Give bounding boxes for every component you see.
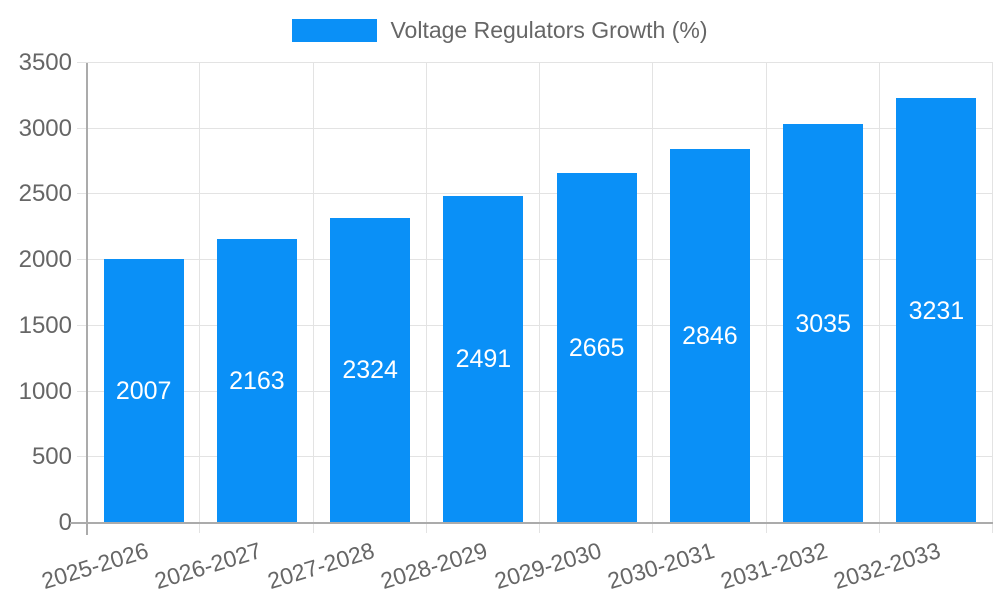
v-gridline	[539, 63, 540, 523]
bar-value-label: 3231	[908, 296, 965, 325]
bar[interactable]	[783, 124, 864, 523]
bar-value-label: 2491	[455, 345, 512, 374]
x-axis-label: 2030-2031	[604, 537, 718, 595]
y-axis-label: 2500	[18, 180, 72, 208]
y-axis-tick	[77, 127, 87, 129]
y-axis-label: 3000	[18, 114, 72, 142]
legend-swatch	[292, 18, 378, 42]
y-axis-line	[86, 63, 88, 535]
x-axis-tick	[199, 523, 201, 533]
y-axis-tick	[77, 456, 87, 458]
bar-value-label: 2163	[229, 366, 285, 395]
h-gridline	[87, 324, 993, 326]
v-gridline	[312, 63, 314, 523]
legend-label: Voltage Regulators Growth (%)	[390, 17, 708, 43]
h-gridline	[87, 193, 993, 195]
x-axis-label: 2031-2032	[717, 537, 831, 595]
x-axis-tick	[765, 523, 767, 533]
x-axis-label: 2032-2033	[830, 537, 944, 595]
y-axis-label: 3500	[18, 49, 72, 76]
x-axis-tick	[425, 523, 427, 533]
bar-value-label: 3035	[795, 309, 851, 338]
y-axis-label: 500	[31, 443, 72, 471]
bar[interactable]	[330, 217, 411, 523]
y-axis-label: 0	[58, 509, 72, 536]
v-gridline	[199, 63, 201, 523]
x-axis-label: 2027-2028	[264, 537, 378, 595]
x-axis-label: 2026-2027	[151, 537, 265, 595]
bar-value-label: 2846	[682, 321, 738, 350]
legend[interactable]: Voltage Regulators Growth (%)	[0, 17, 1000, 43]
h-gridline	[87, 390, 993, 392]
x-axis-tick	[539, 523, 540, 533]
v-gridline	[652, 63, 654, 523]
x-axis-tick	[652, 523, 654, 533]
bar[interactable]	[443, 195, 524, 523]
x-axis-label: 2028-2029	[377, 537, 491, 595]
x-axis-label: 2025-2026	[38, 537, 151, 595]
x-axis-line	[70, 522, 993, 524]
y-axis-tick	[77, 324, 87, 326]
x-axis-tick	[878, 523, 880, 533]
y-axis-tick	[77, 193, 87, 195]
bar[interactable]	[216, 238, 297, 523]
v-gridline	[765, 63, 767, 523]
bar[interactable]	[556, 172, 637, 523]
y-axis-tick	[77, 390, 87, 392]
v-gridline	[878, 63, 880, 523]
v-gridline	[425, 63, 427, 523]
v-gridline	[992, 63, 993, 523]
y-axis-label: 1000	[18, 377, 72, 405]
h-gridline	[87, 62, 993, 63]
bar-value-label: 2665	[568, 333, 625, 362]
bar[interactable]	[669, 148, 750, 523]
x-axis-label: 2029-2030	[491, 537, 604, 595]
y-axis-label: 2000	[18, 246, 72, 274]
h-gridline	[87, 127, 993, 129]
y-axis-label: 1500	[18, 311, 72, 339]
bar[interactable]	[103, 259, 184, 523]
x-axis-tick	[992, 523, 993, 533]
bar-value-label: 2324	[342, 356, 398, 385]
h-gridline	[87, 456, 993, 458]
x-axis-tick	[312, 523, 314, 533]
y-axis-tick	[77, 62, 87, 63]
bar[interactable]	[896, 98, 977, 523]
y-axis-tick	[77, 259, 87, 261]
bar-value-label: 2007	[115, 377, 172, 406]
h-gridline	[87, 259, 993, 261]
